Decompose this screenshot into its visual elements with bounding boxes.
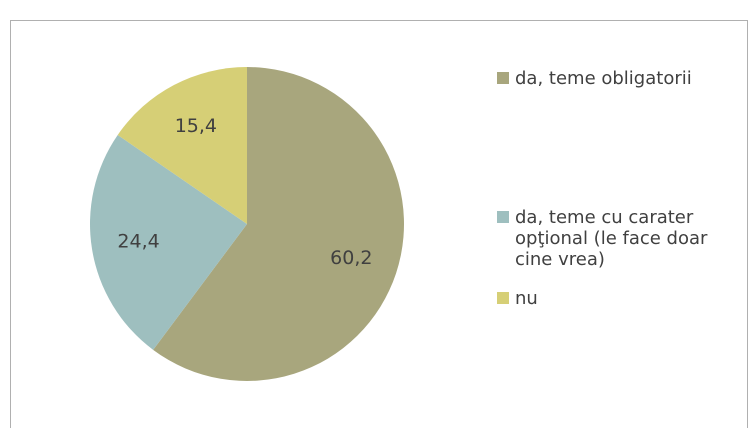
data-label: 24,4 — [117, 230, 159, 252]
legend-label: da, teme cu carater opţional (le face do… — [515, 207, 708, 270]
legend-label: da, teme obligatorii — [515, 68, 692, 89]
legend-item: da, teme obligatorii — [497, 68, 737, 89]
legend-swatch — [497, 72, 509, 84]
chart-border — [10, 20, 748, 428]
legend-item: nu — [497, 288, 737, 309]
data-label: 15,4 — [175, 115, 217, 137]
legend-label: nu — [515, 288, 538, 309]
pie-slice — [117, 67, 247, 224]
legend-swatch — [497, 211, 509, 223]
legend-swatch — [497, 292, 509, 304]
legend-item: da, teme cu carater opţional (le face do… — [497, 207, 737, 270]
pie-slice — [153, 67, 405, 382]
data-label: 60,2 — [330, 247, 372, 269]
pie-slice — [90, 134, 247, 350]
